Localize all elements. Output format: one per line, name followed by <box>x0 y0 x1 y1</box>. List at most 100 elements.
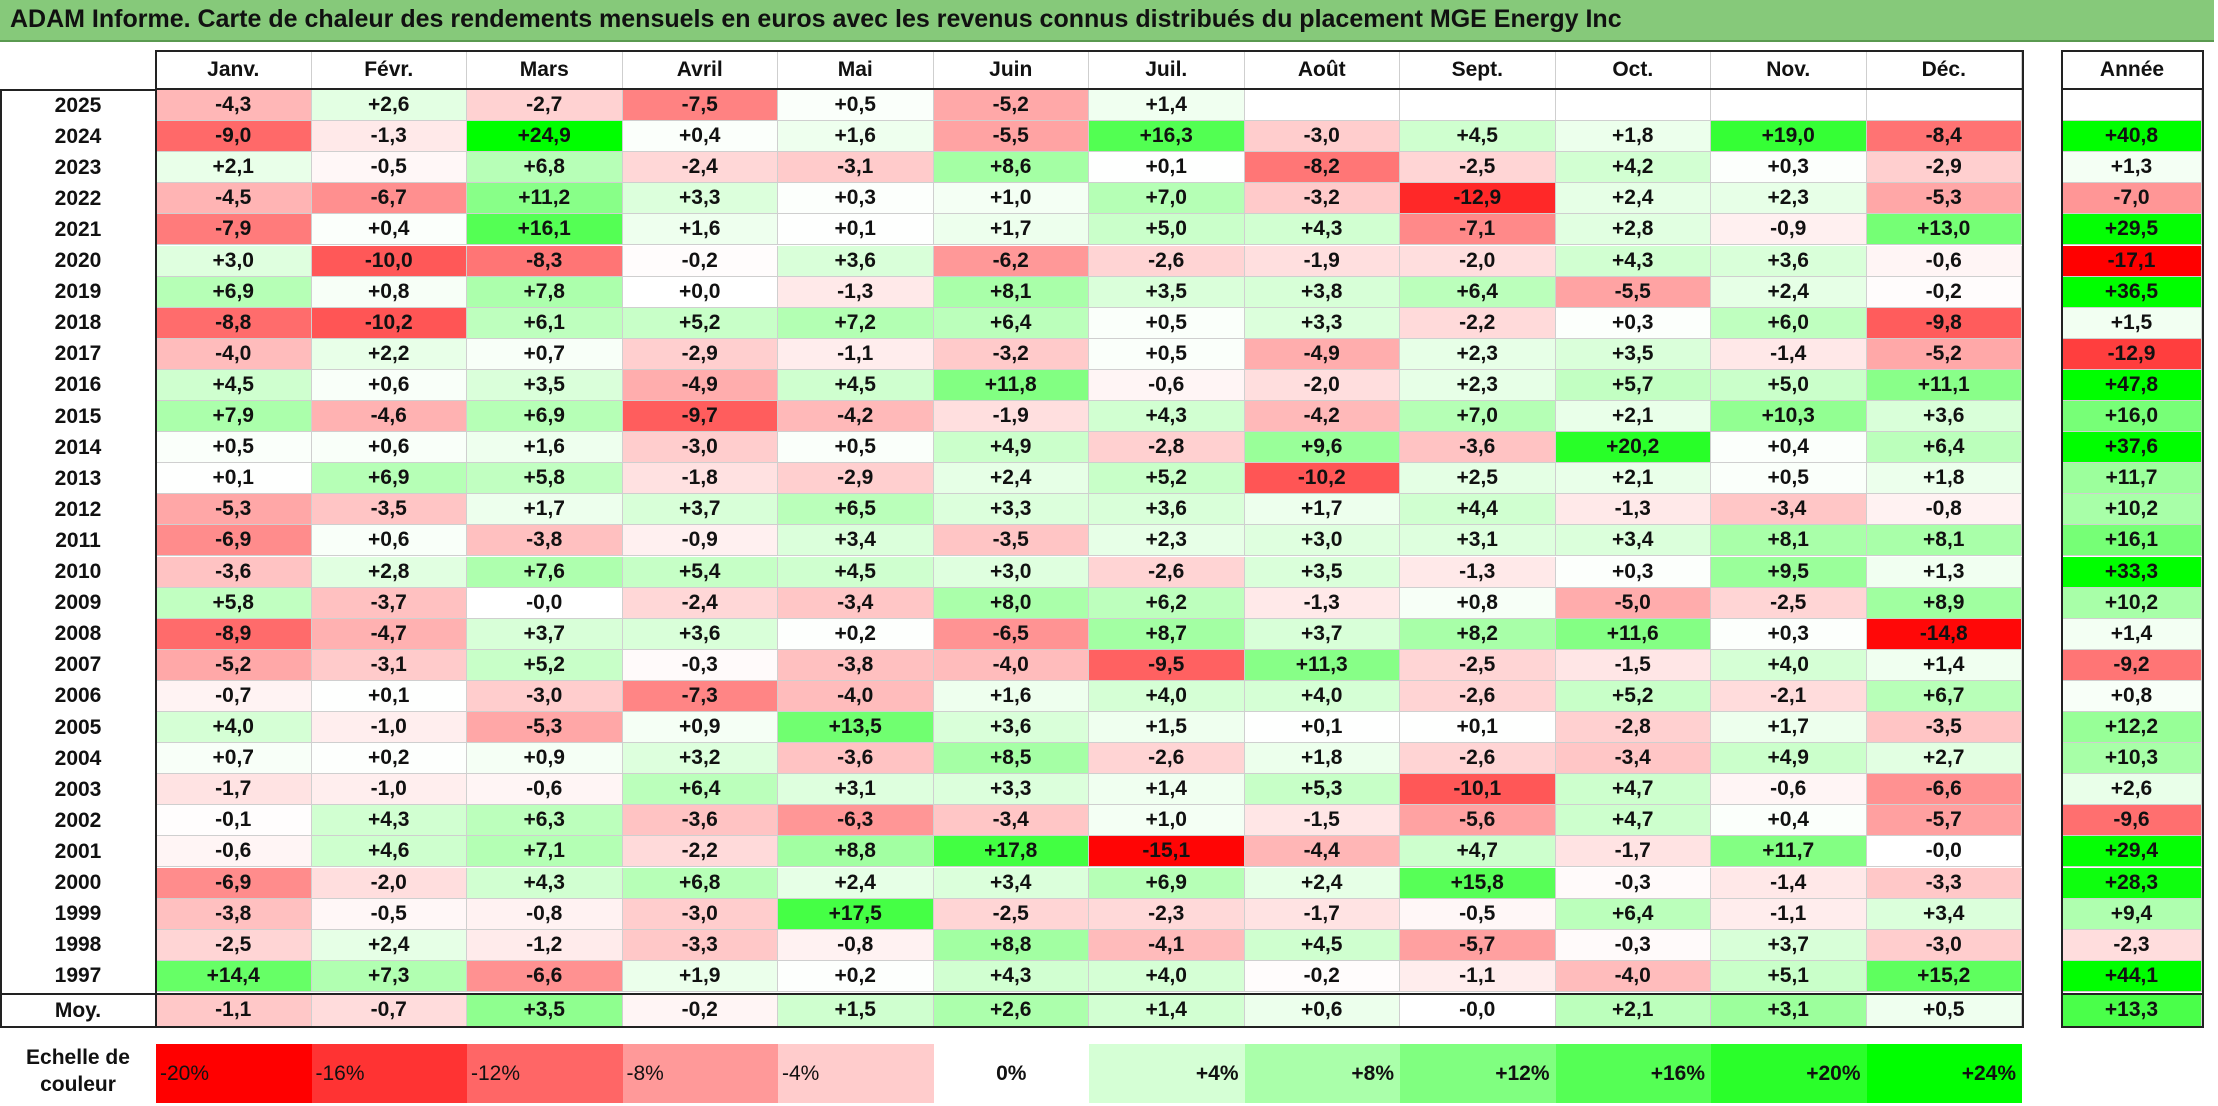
heatmap-cell: +16,1 <box>467 214 623 246</box>
heatmap-cell: +5,2 <box>1555 680 1711 712</box>
heatmap-cell: +13,0 <box>1866 214 2022 246</box>
heatmap-cell: +0,1 <box>1089 152 1245 184</box>
heatmap-cell: -10,2 <box>1244 463 1400 495</box>
month-header: Mai <box>778 51 934 89</box>
heatmap-cell: -1,0 <box>311 712 467 744</box>
heatmap-cell: +5,0 <box>1089 214 1245 246</box>
scale-label-line2: couleur <box>40 1073 116 1096</box>
heatmap-cell: +11,3 <box>1244 649 1400 681</box>
heatmap-cell: -0,6 <box>1711 774 1867 806</box>
heatmap-cell: +1,9 <box>622 960 778 992</box>
heatmap-cell: +1,6 <box>778 121 934 153</box>
annual-cell: +28,3 <box>2062 867 2202 899</box>
heatmap-cell: -0,5 <box>311 898 467 930</box>
heatmap-cell: -0,6 <box>156 836 312 868</box>
annual-cell: -17,1 <box>2062 245 2202 277</box>
average-cell: +3,1 <box>1711 994 1867 1027</box>
heatmap-cell: +2,3 <box>1089 525 1245 557</box>
heatmap-cell: +6,5 <box>778 494 934 526</box>
heatmap-cell: +3,4 <box>1555 525 1711 557</box>
heatmap-cell: +4,5 <box>778 556 934 588</box>
annual-cell: +47,8 <box>2062 369 2202 401</box>
heatmap-cell: -4,7 <box>311 618 467 650</box>
heatmap-cell: +6,8 <box>467 152 623 184</box>
heatmap-cell: +4,6 <box>311 836 467 868</box>
heatmap-cell: +3,4 <box>933 867 1089 899</box>
row-year-label: 2022 <box>54 186 102 210</box>
heatmap-cell: -2,6 <box>1089 743 1245 775</box>
heatmap-cell: +11,2 <box>467 183 623 215</box>
heatmap-cell: +20,2 <box>1555 432 1711 464</box>
average-cell: +2,6 <box>933 994 1089 1027</box>
heatmap-cell: +4,5 <box>156 369 312 401</box>
heatmap-cell: +16,3 <box>1089 121 1245 153</box>
row-year-label: 2017 <box>54 342 102 366</box>
heatmap-cell: +3,8 <box>1244 276 1400 308</box>
heatmap-cell: +3,6 <box>622 618 778 650</box>
heatmap-cell: -0,2 <box>1244 960 1400 992</box>
heatmap-cell: -2,7 <box>467 90 623 122</box>
heatmap-cell: -1,3 <box>311 121 467 153</box>
heatmap-cell: +8,9 <box>1866 587 2022 619</box>
heatmap-cell: -14,8 <box>1866 618 2022 650</box>
heatmap-cell: +6,4 <box>1866 432 2022 464</box>
heatmap-cell: +0,3 <box>1711 618 1867 650</box>
heatmap-cell: -9,5 <box>1089 649 1245 681</box>
heatmap-cell: +3,6 <box>778 245 934 277</box>
heatmap-cell: -6,2 <box>933 245 1089 277</box>
heatmap-cell: +8,7 <box>1089 618 1245 650</box>
heatmap-cell: -4,9 <box>622 369 778 401</box>
month-header: Juil. <box>1089 51 1245 89</box>
heatmap-cell: -2,0 <box>1244 369 1400 401</box>
heatmap-cell: +3,6 <box>1866 401 2022 433</box>
heatmap-cell: +6,9 <box>156 276 312 308</box>
row-year-label: 2016 <box>54 373 102 397</box>
heatmap-cell: +0,6 <box>311 525 467 557</box>
heatmap-cell: +0,3 <box>778 183 934 215</box>
heatmap-cell: +14,4 <box>156 960 312 992</box>
row-year-label: 2018 <box>54 311 102 335</box>
heatmap-cell: +1,0 <box>1089 805 1245 837</box>
heatmap-cell: +6,4 <box>622 774 778 806</box>
annual-cell: +33,3 <box>2062 556 2202 588</box>
heatmap-cell: +24,9 <box>467 121 623 153</box>
annual-cell: -7,0 <box>2062 183 2202 215</box>
heatmap-cell: -3,6 <box>156 556 312 588</box>
row-year-label: 2002 <box>54 808 102 832</box>
heatmap-cell: +2,8 <box>311 556 467 588</box>
month-header: Janv. <box>156 51 312 89</box>
row-year-label: 2025 <box>54 93 102 117</box>
heatmap-cell: +17,5 <box>778 898 934 930</box>
heatmap-cell: -0,8 <box>467 898 623 930</box>
heatmap-cell: +4,7 <box>1555 805 1711 837</box>
heatmap-cell: +1,6 <box>933 680 1089 712</box>
heatmap-cell: -9,0 <box>156 121 312 153</box>
heatmap-cell: -1,9 <box>1244 245 1400 277</box>
heatmap-cell: +4,2 <box>1555 152 1711 184</box>
heatmap-cell: +0,7 <box>467 338 623 370</box>
scale-label-line1: Echelle de <box>26 1046 130 1069</box>
heatmap-cell: +7,6 <box>467 556 623 588</box>
heatmap-cell: +3,3 <box>933 494 1089 526</box>
heatmap-cell: +3,5 <box>1244 556 1400 588</box>
average-cell: -0,2 <box>622 994 778 1027</box>
heatmap-cell: +9,6 <box>1244 432 1400 464</box>
heatmap-cell: +0,5 <box>778 432 934 464</box>
month-header: Oct. <box>1556 51 1711 89</box>
row-year-label: 2008 <box>54 622 102 646</box>
heatmap-cell: +4,0 <box>1089 960 1245 992</box>
heatmap-cell: +4,7 <box>1555 774 1711 806</box>
heatmap-cell <box>1555 90 1711 122</box>
annual-cell: +37,6 <box>2062 432 2202 464</box>
heatmap-cell: -2,2 <box>622 836 778 868</box>
heatmap-cell: -5,5 <box>933 121 1089 153</box>
heatmap-cell: -1,1 <box>1400 960 1556 992</box>
heatmap-cell: -10,1 <box>1400 774 1556 806</box>
row-year-label: 2024 <box>54 124 102 148</box>
heatmap-cell: -0,3 <box>622 649 778 681</box>
heatmap-cell: -0,5 <box>1400 898 1556 930</box>
heatmap-cell: +7,8 <box>467 276 623 308</box>
heatmap-cell: +3,4 <box>1866 898 2022 930</box>
heatmap-cell: -5,3 <box>1866 183 2022 215</box>
scale-swatch: +12% <box>1400 1044 1556 1103</box>
